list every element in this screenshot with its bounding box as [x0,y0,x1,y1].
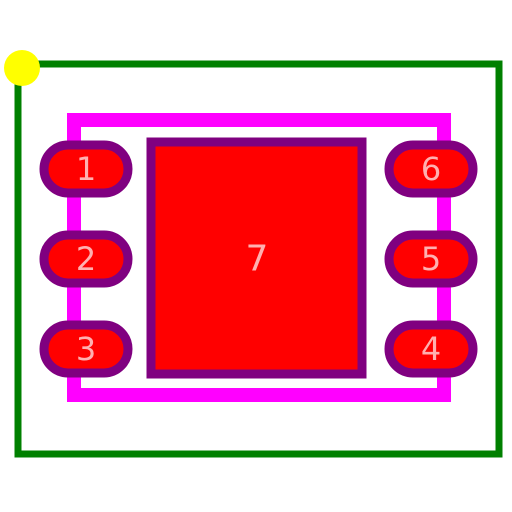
pad-2-label: 2 [76,240,96,278]
pin1-marker-icon [4,50,40,86]
thermal-pad-label: 7 [246,239,269,280]
pad-6-label: 6 [421,150,441,188]
thermal-pad: 7 [146,137,367,379]
courtyard-outline [14,60,503,458]
pad-1-label: 1 [76,150,96,188]
pad-5: 5 [384,230,478,288]
pad-2: 2 [39,230,133,288]
pad-3-label: 3 [76,330,96,368]
pad-6: 6 [384,140,478,198]
pad-5-label: 5 [421,240,441,278]
pad-1: 1 [39,140,133,198]
pad-3: 3 [39,320,133,378]
pad-4-label: 4 [421,330,441,368]
pad-4: 4 [384,320,478,378]
